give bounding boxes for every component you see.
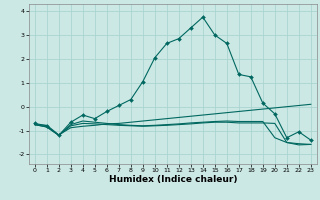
X-axis label: Humidex (Indice chaleur): Humidex (Indice chaleur) [108,175,237,184]
